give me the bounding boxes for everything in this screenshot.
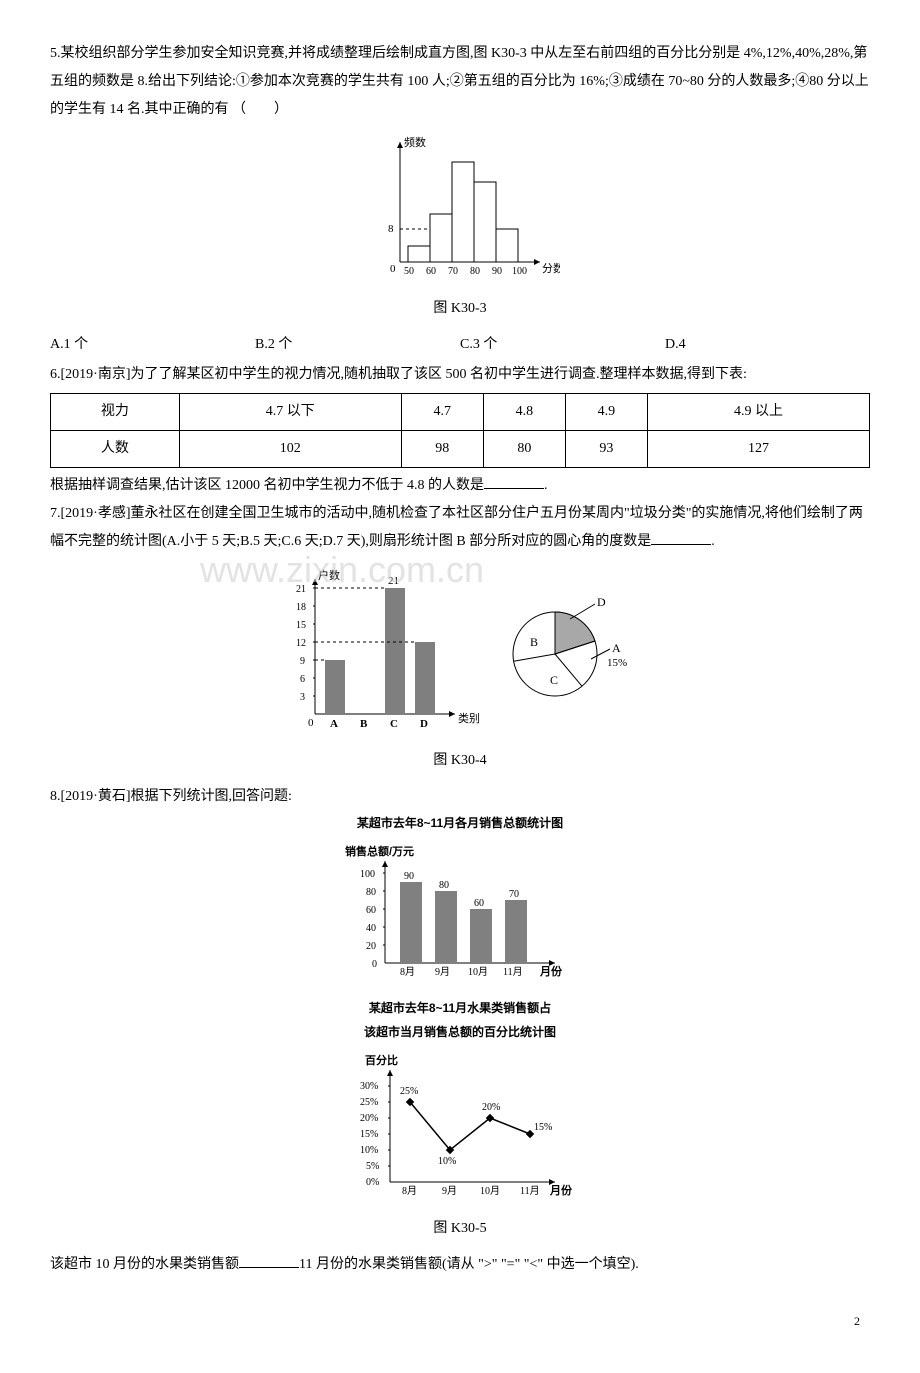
svg-text:20%: 20%: [482, 1102, 500, 1113]
svg-text:40: 40: [366, 923, 376, 934]
q7-blank[interactable]: [651, 530, 711, 545]
svg-text:百分比: 百分比: [365, 1053, 398, 1067]
svg-text:70: 70: [448, 266, 458, 277]
q7-text: 7.[2019·孝感]董永社区在创建全国卫生城市的活动中,随机检查了本社区部分住…: [50, 500, 870, 556]
q5-opt-b[interactable]: B.2 个: [255, 331, 460, 359]
svg-text:月份: 月份: [539, 964, 563, 978]
svg-text:B: B: [360, 718, 368, 730]
svg-text:30%: 30%: [360, 1081, 378, 1092]
svg-text:9月: 9月: [442, 1185, 457, 1197]
svg-text:C: C: [550, 673, 558, 687]
q6-text: 6.[2019·南京]为了了解某区初中学生的视力情况,随机抽取了该区 500 名…: [50, 361, 870, 389]
q5-opt-c[interactable]: C.3 个: [460, 331, 665, 359]
svg-text:类别: 类别: [458, 711, 480, 725]
svg-text:80: 80: [439, 880, 449, 891]
q8-chart1: 销售总额/万元 0 20 40 60 80 100 90 80 60 70: [50, 843, 870, 994]
svg-text:户数: 户数: [318, 568, 340, 582]
q8-caption: 图 K30-5: [50, 1215, 870, 1243]
svg-text:5%: 5%: [366, 1161, 379, 1172]
svg-text:25%: 25%: [400, 1086, 418, 1097]
svg-text:50: 50: [404, 266, 414, 277]
svg-text:90: 90: [404, 871, 414, 882]
svg-text:100: 100: [512, 266, 527, 277]
svg-text:11月: 11月: [520, 1185, 540, 1197]
svg-text:3: 3: [300, 692, 305, 703]
q5-caption: 图 K30-3: [50, 295, 870, 323]
svg-text:10月: 10月: [468, 966, 488, 978]
svg-text:15: 15: [296, 620, 306, 631]
q8-chart2: 百分比 0% 5% 10% 15% 20% 25% 30%: [50, 1052, 870, 1213]
svg-text:8月: 8月: [402, 1185, 417, 1197]
page-number: 2: [50, 1309, 870, 1333]
svg-text:10%: 10%: [360, 1145, 378, 1156]
svg-text:0: 0: [390, 263, 396, 275]
svg-text:12: 12: [296, 638, 306, 649]
q5-chart: 频数 分数 8 0 50 60 70 80 90 100: [50, 132, 870, 293]
q8-chart2-title1: 某超市去年8~11月水果类销售额占: [50, 996, 870, 1020]
q6-table: 视力 4.7 以下 4.7 4.8 4.9 4.9 以上 人数 102 98 8…: [50, 393, 870, 468]
q7-caption: 图 K30-4: [50, 747, 870, 775]
svg-text:8月: 8月: [400, 966, 415, 978]
svg-text:10%: 10%: [438, 1156, 456, 1167]
q5-options: A.1 个 B.2 个 C.3 个 D.4: [50, 331, 870, 359]
q8-chart1-title: 某超市去年8~11月各月销售总额统计图: [50, 811, 870, 835]
y-axis-label: 频数: [404, 135, 426, 149]
svg-text:A: A: [612, 641, 621, 655]
q8-chart2-title2: 该超市当月销售总额的百分比统计图: [50, 1020, 870, 1044]
svg-text:21: 21: [388, 575, 399, 587]
svg-text:20%: 20%: [360, 1113, 378, 1124]
svg-text:A: A: [330, 718, 338, 730]
svg-text:D: D: [597, 595, 606, 609]
q6-blank[interactable]: [484, 474, 544, 489]
svg-text:6: 6: [300, 674, 305, 685]
svg-text:9月: 9月: [435, 966, 450, 978]
q8-text: 8.[2019·黄石]根据下列统计图,回答问题:: [50, 783, 870, 811]
q5-opt-d[interactable]: D.4: [665, 331, 870, 359]
svg-text:0%: 0%: [366, 1177, 379, 1188]
y-tick-8: 8: [388, 223, 394, 235]
svg-text:20: 20: [366, 941, 376, 952]
svg-text:9: 9: [300, 656, 305, 667]
svg-text:C: C: [390, 718, 398, 730]
svg-text:80: 80: [470, 266, 480, 277]
svg-text:11月: 11月: [503, 966, 523, 978]
q8-blank[interactable]: [239, 1253, 299, 1268]
svg-text:21: 21: [296, 584, 306, 595]
svg-text:100: 100: [360, 869, 375, 880]
svg-text:80: 80: [366, 887, 376, 898]
q7-charts: 户数 类别 3 6 9 12 15 18 21 21: [50, 564, 870, 745]
svg-text:月份: 月份: [549, 1183, 573, 1197]
svg-text:70: 70: [509, 889, 519, 900]
svg-text:15%: 15%: [360, 1129, 378, 1140]
svg-text:D: D: [420, 718, 428, 730]
svg-text:60: 60: [474, 898, 484, 909]
svg-text:0: 0: [308, 717, 314, 729]
svg-text:15%: 15%: [534, 1122, 552, 1133]
svg-text:15%: 15%: [607, 657, 627, 669]
x-axis-label: 分数: [542, 262, 560, 275]
q8-tail: 该超市 10 月份的水果类销售额11 月份的水果类销售额(请从 ">" "=" …: [50, 1251, 870, 1279]
svg-text:60: 60: [426, 266, 436, 277]
svg-text:0: 0: [372, 959, 377, 970]
svg-text:90: 90: [492, 266, 502, 277]
svg-text:18: 18: [296, 602, 306, 613]
svg-text:25%: 25%: [360, 1097, 378, 1108]
q5-opt-a[interactable]: A.1 个: [50, 331, 255, 359]
q6-tail: 根据抽样调查结果,估计该区 12000 名初中学生视力不低于 4.8 的人数是.: [50, 472, 870, 500]
svg-text:B: B: [530, 635, 538, 649]
svg-text:销售总额/万元: 销售总额/万元: [345, 844, 414, 858]
svg-text:10月: 10月: [480, 1185, 500, 1197]
svg-text:60: 60: [366, 905, 376, 916]
q5-text: 5.某校组织部分学生参加安全知识竞赛,并将成绩整理后绘制成直方图,图 K30-3…: [50, 40, 870, 124]
